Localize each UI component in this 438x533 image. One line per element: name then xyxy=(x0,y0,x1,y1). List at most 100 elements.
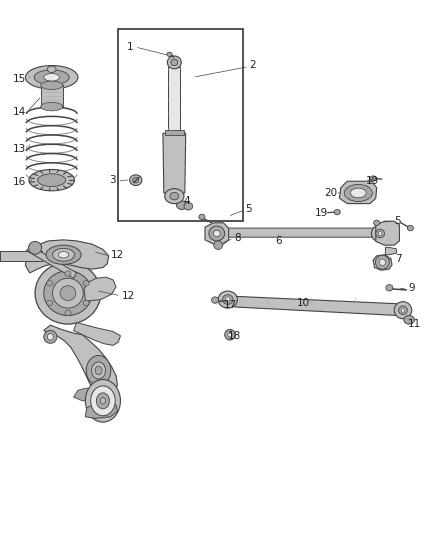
Ellipse shape xyxy=(60,286,76,301)
Ellipse shape xyxy=(44,74,60,81)
Text: 7: 7 xyxy=(395,254,402,263)
Text: 18: 18 xyxy=(228,331,241,341)
Text: 6: 6 xyxy=(275,236,282,246)
Ellipse shape xyxy=(46,245,81,264)
Text: 13: 13 xyxy=(13,144,26,154)
Ellipse shape xyxy=(92,362,106,379)
Ellipse shape xyxy=(213,230,220,237)
Polygon shape xyxy=(339,181,377,204)
Ellipse shape xyxy=(212,297,219,303)
Ellipse shape xyxy=(34,70,69,85)
Text: 9: 9 xyxy=(408,283,415,293)
Ellipse shape xyxy=(167,56,181,69)
Polygon shape xyxy=(44,325,117,397)
Ellipse shape xyxy=(85,379,120,422)
Ellipse shape xyxy=(177,201,187,209)
Ellipse shape xyxy=(53,278,83,308)
Ellipse shape xyxy=(223,295,233,304)
Ellipse shape xyxy=(199,214,205,220)
Text: 19: 19 xyxy=(366,176,379,186)
Ellipse shape xyxy=(378,231,382,236)
Ellipse shape xyxy=(91,386,115,416)
Text: 20: 20 xyxy=(324,188,337,198)
Ellipse shape xyxy=(53,248,74,261)
Ellipse shape xyxy=(44,271,92,316)
Ellipse shape xyxy=(344,184,372,201)
Ellipse shape xyxy=(165,189,184,204)
Polygon shape xyxy=(163,133,186,193)
Ellipse shape xyxy=(96,393,110,409)
Text: 19: 19 xyxy=(314,208,328,218)
Ellipse shape xyxy=(83,301,89,306)
Text: 14: 14 xyxy=(13,107,26,117)
Polygon shape xyxy=(373,255,392,270)
Ellipse shape xyxy=(95,366,102,375)
Ellipse shape xyxy=(375,255,389,269)
Text: 10: 10 xyxy=(297,298,310,308)
Text: 15: 15 xyxy=(13,74,26,84)
Polygon shape xyxy=(84,277,116,301)
Ellipse shape xyxy=(209,226,225,241)
Ellipse shape xyxy=(407,225,413,231)
Ellipse shape xyxy=(28,241,42,254)
Polygon shape xyxy=(74,322,120,345)
Ellipse shape xyxy=(228,333,232,337)
Ellipse shape xyxy=(65,271,71,276)
Polygon shape xyxy=(376,221,399,245)
Ellipse shape xyxy=(29,169,74,191)
Ellipse shape xyxy=(86,356,111,385)
Bar xyxy=(118,29,243,221)
Ellipse shape xyxy=(379,259,385,265)
Ellipse shape xyxy=(83,280,89,286)
Text: 4: 4 xyxy=(183,197,190,206)
Ellipse shape xyxy=(47,334,53,340)
Ellipse shape xyxy=(370,176,376,181)
Ellipse shape xyxy=(167,52,172,56)
Polygon shape xyxy=(26,246,77,278)
Ellipse shape xyxy=(226,297,230,302)
Polygon shape xyxy=(74,388,97,401)
Ellipse shape xyxy=(38,174,66,187)
Ellipse shape xyxy=(47,66,56,72)
Ellipse shape xyxy=(58,252,69,258)
Ellipse shape xyxy=(214,241,223,249)
Ellipse shape xyxy=(100,398,106,404)
Text: 12: 12 xyxy=(122,291,135,301)
Text: 11: 11 xyxy=(408,319,421,328)
Text: 12: 12 xyxy=(110,250,124,260)
Ellipse shape xyxy=(170,192,179,200)
Text: 5: 5 xyxy=(394,216,401,225)
Ellipse shape xyxy=(218,291,237,308)
Ellipse shape xyxy=(350,188,366,198)
Ellipse shape xyxy=(41,81,63,90)
Ellipse shape xyxy=(133,177,139,183)
Ellipse shape xyxy=(334,209,340,215)
Text: 5: 5 xyxy=(245,204,252,214)
Ellipse shape xyxy=(386,285,393,291)
Text: 8: 8 xyxy=(234,233,241,243)
Text: 17: 17 xyxy=(223,300,237,310)
Text: 16: 16 xyxy=(13,177,26,187)
Text: 2: 2 xyxy=(250,60,256,70)
Polygon shape xyxy=(168,67,180,133)
Polygon shape xyxy=(226,228,380,237)
Ellipse shape xyxy=(225,329,235,340)
Bar xyxy=(0,251,42,261)
Ellipse shape xyxy=(371,225,389,242)
Ellipse shape xyxy=(184,203,193,210)
Polygon shape xyxy=(85,402,117,418)
Ellipse shape xyxy=(394,302,412,319)
Ellipse shape xyxy=(376,229,385,238)
Polygon shape xyxy=(385,247,396,255)
Polygon shape xyxy=(25,240,109,273)
Ellipse shape xyxy=(404,316,414,324)
Text: 1: 1 xyxy=(127,42,134,52)
Ellipse shape xyxy=(41,102,63,111)
Text: 3: 3 xyxy=(110,175,116,185)
Ellipse shape xyxy=(401,308,405,312)
Ellipse shape xyxy=(171,59,178,66)
Ellipse shape xyxy=(399,306,407,314)
Ellipse shape xyxy=(25,66,78,89)
Ellipse shape xyxy=(130,175,142,185)
Ellipse shape xyxy=(46,301,53,306)
